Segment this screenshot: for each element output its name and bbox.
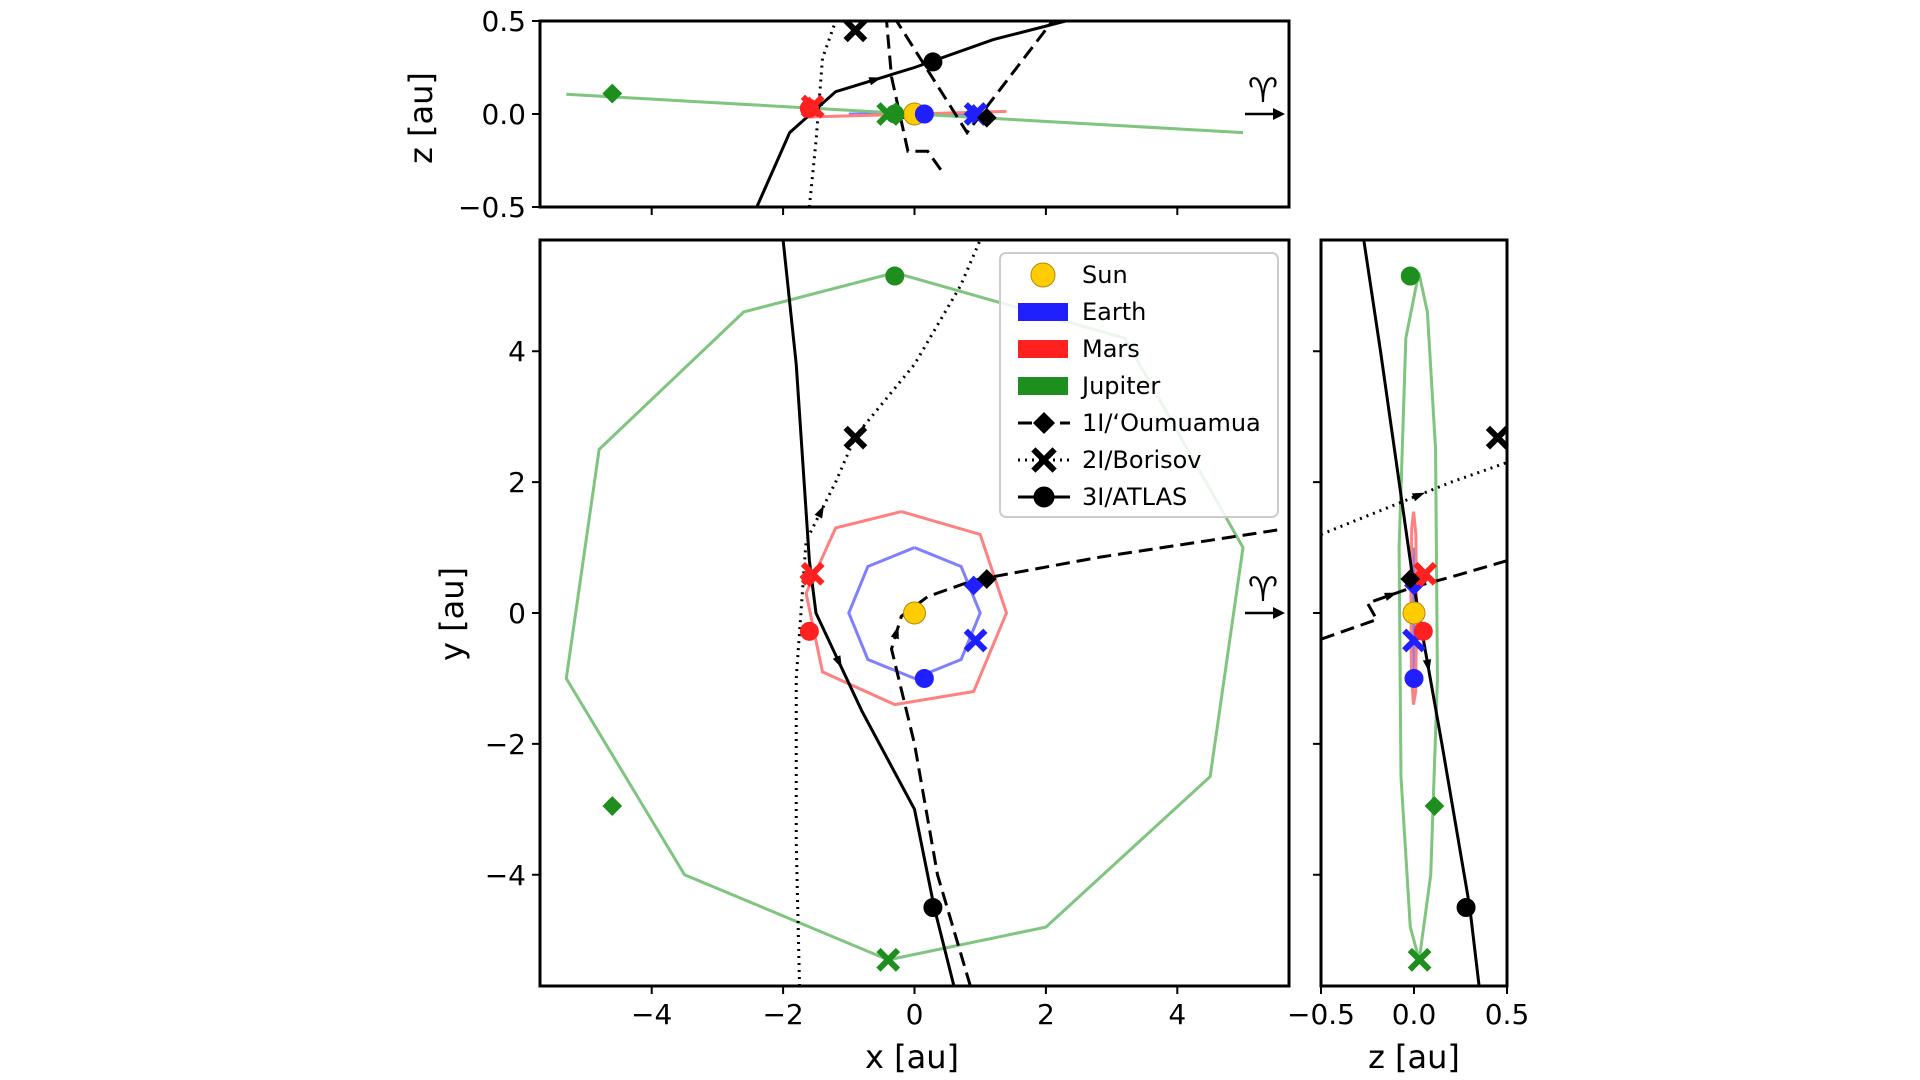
marker-10 bbox=[976, 569, 997, 589]
marker-9 bbox=[1400, 266, 1420, 286]
panel-xy-ytick-label: 2 bbox=[508, 466, 526, 499]
legend-patch bbox=[1018, 303, 1068, 321]
legend-patch bbox=[1018, 377, 1068, 395]
panel-xz-ytick-label: 0.0 bbox=[481, 98, 526, 131]
marker-11 bbox=[843, 21, 868, 43]
vernal-equinox-symbol: ♈︎ bbox=[1248, 71, 1278, 111]
legend-marker bbox=[1031, 447, 1057, 473]
panel-zy-xtick-label: 0.5 bbox=[1485, 998, 1530, 1031]
marker-7 bbox=[602, 796, 623, 816]
trajectory-0 bbox=[1321, 559, 1507, 641]
trajectory-arrow-0 bbox=[1384, 592, 1398, 601]
legend: Sun Earth Mars Jupiter 1I/‘Oumuamua 2I/Boriso… bbox=[999, 252, 1279, 518]
marker-8 bbox=[1407, 947, 1432, 972]
panel-xy-xtick-label: −2 bbox=[762, 998, 803, 1031]
legend-label: Sun bbox=[1082, 261, 1128, 289]
marker-9 bbox=[885, 104, 905, 124]
panel-zy: −0.5 0.0 0.5 bbox=[1287, 238, 1530, 1031]
trajectory-arrow-2 bbox=[868, 77, 882, 86]
panel-zy-xtick-label: −0.5 bbox=[1287, 998, 1355, 1031]
legend-label: Jupiter bbox=[1080, 372, 1160, 400]
trajectory-arrow-1 bbox=[1411, 492, 1426, 502]
panel-xy-ytick-label: 4 bbox=[508, 335, 526, 368]
legend-label: Earth bbox=[1082, 298, 1146, 326]
vernal-equinox-symbol: ♈︎ bbox=[1248, 570, 1278, 610]
marker-6 bbox=[1413, 621, 1433, 641]
trajectory-arrow-0 bbox=[890, 625, 899, 640]
orbit-mars bbox=[1409, 511, 1419, 705]
axis-labels: z [au] x [au] y [au] z [au] bbox=[402, 72, 1460, 1076]
marker-8 bbox=[876, 947, 901, 972]
marker-11 bbox=[843, 425, 868, 450]
panel-xy-ytick-label: 0 bbox=[508, 597, 526, 630]
vernal-arrowhead bbox=[1273, 108, 1285, 120]
legend-patch bbox=[1018, 340, 1068, 358]
marker-7 bbox=[1424, 796, 1445, 816]
marker-10 bbox=[1400, 569, 1421, 589]
marker-5 bbox=[800, 561, 825, 586]
marker-12 bbox=[923, 897, 943, 917]
panel-xz-plot bbox=[566, 21, 1244, 207]
marker-0 bbox=[1402, 601, 1426, 625]
legend-frame bbox=[999, 252, 1279, 518]
orbit-mars bbox=[804, 510, 1009, 707]
trajectory-0 bbox=[885, 21, 1054, 171]
trajectory-0 bbox=[889, 527, 1283, 986]
marker-10 bbox=[976, 107, 997, 128]
marker-6 bbox=[799, 98, 819, 118]
trajectory-1 bbox=[794, 240, 982, 986]
marker-0 bbox=[903, 601, 926, 625]
panel-xz: 0.5 0.0 −0.5 ♈︎ bbox=[458, 5, 1291, 224]
panel-zy-xtick-label: 0.0 bbox=[1392, 998, 1437, 1031]
marker-3 bbox=[914, 668, 934, 688]
panel-xy-ytick-label: −4 bbox=[485, 859, 526, 892]
panel-xy-xtick-label: 0 bbox=[906, 998, 924, 1031]
panel-xz-ytick-label: −0.5 bbox=[458, 191, 526, 224]
vernal-arrowhead bbox=[1273, 607, 1285, 619]
marker-9 bbox=[885, 266, 905, 286]
panel-xy-xtick-label: −4 bbox=[631, 998, 672, 1031]
marker-3 bbox=[914, 104, 934, 124]
legend-label: 3I/ATLAS bbox=[1082, 483, 1187, 511]
panel-zy-plot bbox=[1321, 240, 1507, 986]
marker-2 bbox=[963, 628, 988, 653]
legend-marker bbox=[1033, 412, 1055, 434]
marker-11 bbox=[1485, 425, 1507, 450]
panel-xy-xtick-label: 2 bbox=[1037, 998, 1055, 1031]
xy-xlabel: x [au] bbox=[865, 1038, 959, 1076]
trajectory-1 bbox=[807, 21, 838, 207]
xy-ylabel: y [au] bbox=[433, 567, 471, 661]
marker-5 bbox=[1413, 561, 1438, 586]
panel-xz-ytick-label: 0.5 bbox=[481, 5, 526, 38]
legend-label: 2I/Borisov bbox=[1082, 446, 1202, 474]
marker-7 bbox=[602, 83, 623, 104]
trajectory-arrow-2 bbox=[832, 655, 842, 669]
marker-3 bbox=[1404, 668, 1424, 688]
legend-marker bbox=[1033, 486, 1055, 508]
panel-xy-xtick-label: 4 bbox=[1168, 998, 1186, 1031]
marker-12 bbox=[923, 52, 943, 72]
legend-sun-marker bbox=[1030, 262, 1056, 288]
marker-6 bbox=[799, 621, 819, 641]
trajectory-arrow-2 bbox=[1422, 659, 1432, 673]
xz-ylabel: z [au] bbox=[402, 72, 440, 164]
marker-12 bbox=[1456, 897, 1476, 917]
trajectory-arrow-1 bbox=[814, 505, 825, 519]
legend-label: 1I/‘Oumuamua bbox=[1082, 409, 1261, 437]
panel-xy-ytick-label: −2 bbox=[485, 728, 526, 761]
zy-xlabel: z [au] bbox=[1368, 1038, 1460, 1076]
legend-label: Mars bbox=[1082, 335, 1140, 363]
